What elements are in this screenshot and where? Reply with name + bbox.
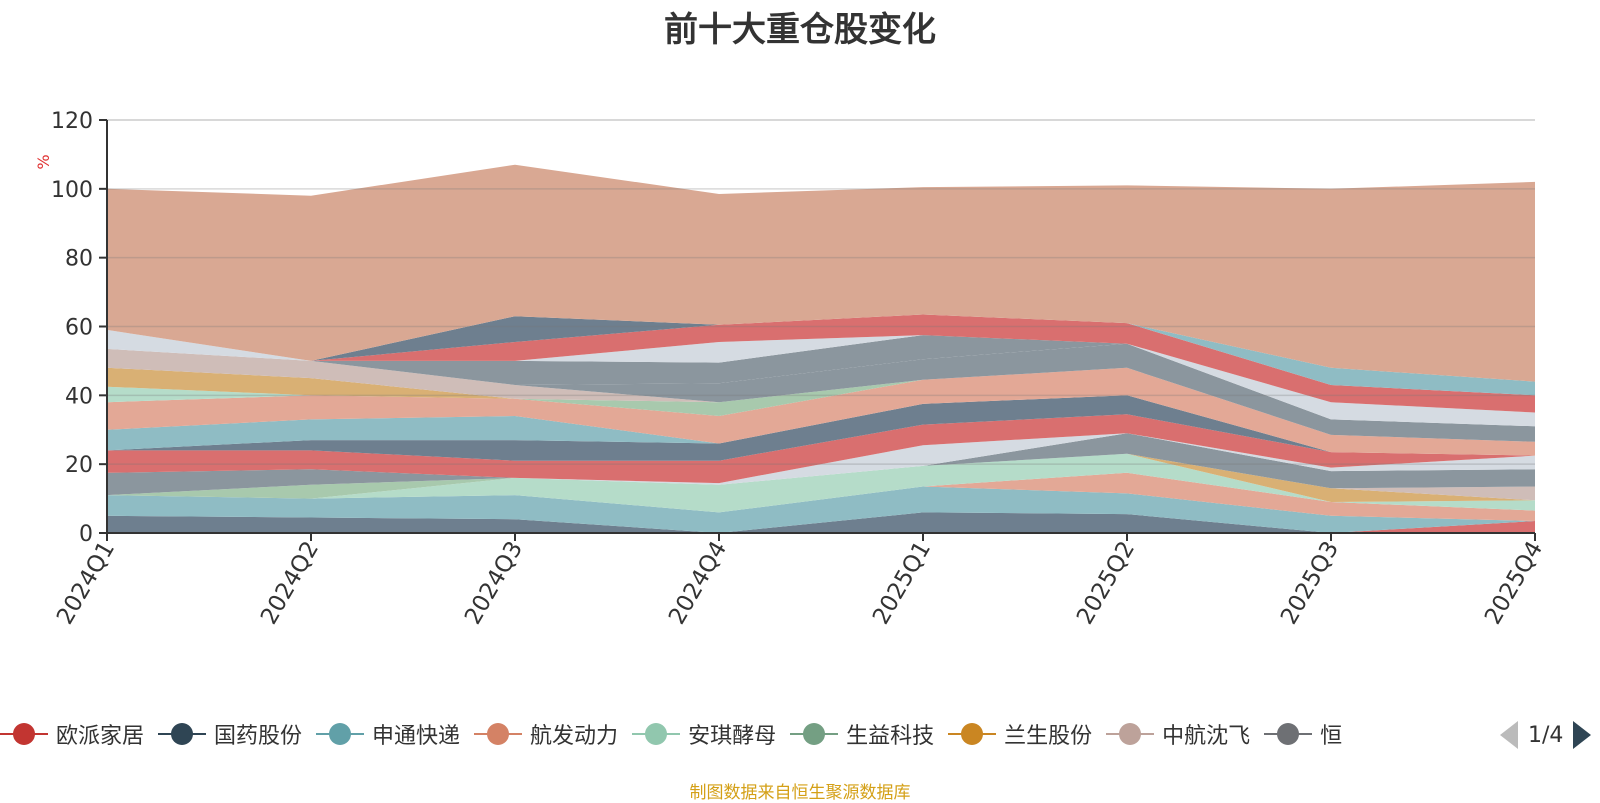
chart-title: 前十大重仓股变化 (664, 10, 936, 50)
legend-item-6[interactable]: 生益科技 (790, 712, 934, 756)
legend-item-7[interactable]: 兰生股份 (948, 712, 1092, 756)
series-area-27 (107, 314, 1535, 396)
legend-item-1[interactable]: 欧派家居 (0, 712, 144, 756)
series-area-7 (107, 453, 1535, 502)
chart-area: 0 20 40 60 80 100 120% 2024Q1 2024Q2 2024Q3 2024Q4… (34, 109, 1548, 629)
legend-label: 申通快递 (372, 724, 461, 749)
y-tick-label-60: 60 (65, 316, 93, 341)
legend-label: 欧派家居 (56, 724, 145, 749)
legend-label: 国药股份 (214, 724, 303, 749)
x-tick-label-2025Q4: 2025Q4 (1480, 537, 1548, 629)
y-tick-label-120: 120 (51, 109, 93, 134)
legend-label: 安琪酵母 (688, 724, 777, 749)
series-area-11 (107, 414, 1535, 484)
legend-marker-icon (790, 722, 839, 746)
y-axis-unit-label: % (34, 154, 53, 169)
series-area-14 (107, 367, 1535, 456)
legend-label: 恒 (1320, 724, 1343, 749)
series-area-28 (107, 164, 1535, 382)
series-area-25 (107, 314, 1535, 413)
x-tick-label-2025Q1: 2025Q1 (868, 537, 936, 629)
series-area-12 (107, 395, 1535, 461)
series-area-10 (107, 433, 1535, 485)
legend-marker-icon (0, 722, 48, 746)
legend-marker-icon (1264, 722, 1313, 746)
legend-pager: 1/4 (1500, 718, 1592, 752)
y-tick-label-40: 40 (65, 384, 93, 409)
y-tick-label-0: 0 (79, 522, 93, 547)
series-area-20 (107, 329, 1535, 427)
x-tick-label-2024Q1: 2024Q1 (52, 537, 120, 629)
legend-item-4[interactable]: 航发动力 (474, 712, 618, 756)
legend-item-3[interactable]: 申通快递 (316, 712, 460, 756)
series-area-17 (107, 367, 1535, 442)
legend-next-icon[interactable] (1573, 721, 1592, 749)
legend-item-2[interactable]: 国药股份 (158, 712, 302, 756)
legend-prev-icon[interactable] (1500, 721, 1518, 749)
series-area-19 (107, 343, 1535, 442)
legend-label: 中航沈飞 (1162, 724, 1251, 749)
series-area-2 (107, 512, 1535, 533)
legend-marker-icon (158, 722, 207, 746)
legend-marker-icon (1106, 722, 1155, 746)
series-area-4 (107, 472, 1535, 521)
data-source-note: 制图数据来自恒生聚源数据库 (689, 783, 911, 803)
legend-marker-icon (474, 722, 523, 746)
legend-marker-icon (948, 722, 997, 746)
x-tick-label-2024Q3: 2024Q3 (460, 537, 528, 629)
series-area-13 (107, 395, 1535, 456)
y-tick-label-80: 80 (65, 247, 93, 272)
y-tick-label-20: 20 (65, 453, 93, 478)
series-area-9 (107, 433, 1535, 496)
legend-label: 生益科技 (846, 724, 935, 749)
series-area-26 (107, 314, 1535, 396)
legend-item-9[interactable]: 恒 (1264, 712, 1342, 756)
legend-label: 兰生股份 (1004, 724, 1093, 749)
x-tick-label-2024Q2: 2024Q2 (256, 537, 324, 629)
x-tick-label-2025Q3: 2025Q3 (1276, 537, 1344, 629)
legend-marker-icon (632, 722, 681, 746)
legend-page-indicator: 1/4 (1528, 722, 1564, 748)
x-tick-label-2024Q4: 2024Q4 (664, 537, 732, 629)
series-area-24 (107, 329, 1535, 413)
series-area-3 (107, 486, 1535, 533)
series-area-18 (107, 348, 1535, 442)
legend: 欧派家居 国药股份 申通快递 航发动力 安琪酵母 生益科技 兰生股份 中航沈飞 恒 (0, 712, 1480, 756)
series-area-23 (107, 329, 1535, 413)
legend-marker-icon (316, 722, 365, 746)
y-tick-label-100: 100 (51, 178, 93, 203)
legend-item-8[interactable]: 中航沈飞 (1106, 712, 1250, 756)
series-area-5 (107, 453, 1535, 513)
x-tick-label-2025Q2: 2025Q2 (1072, 537, 1140, 629)
legend-label: 航发动力 (530, 724, 619, 749)
legend-item-5[interactable]: 安琪酵母 (632, 712, 776, 756)
series-area-6 (107, 453, 1535, 502)
